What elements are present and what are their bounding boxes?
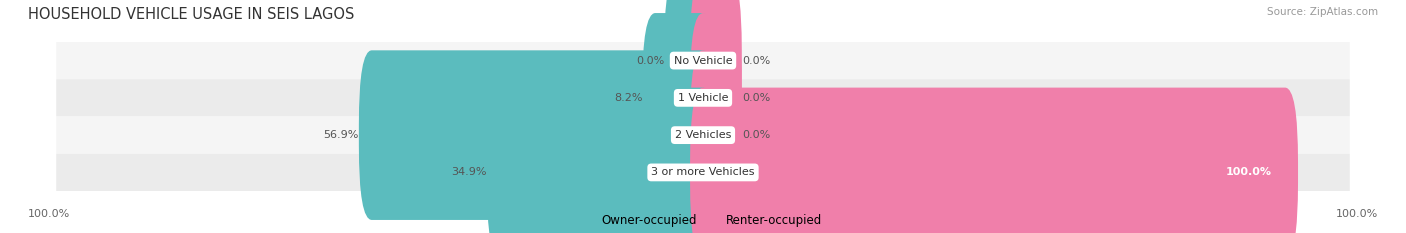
FancyBboxPatch shape xyxy=(56,116,1350,154)
Text: HOUSEHOLD VEHICLE USAGE IN SEIS LAGOS: HOUSEHOLD VEHICLE USAGE IN SEIS LAGOS xyxy=(28,7,354,22)
Text: 100.0%: 100.0% xyxy=(1336,209,1378,219)
FancyBboxPatch shape xyxy=(690,13,742,183)
FancyBboxPatch shape xyxy=(690,0,742,145)
Text: 0.0%: 0.0% xyxy=(636,56,664,65)
FancyBboxPatch shape xyxy=(486,88,716,233)
Text: 34.9%: 34.9% xyxy=(451,168,486,177)
Text: 2 Vehicles: 2 Vehicles xyxy=(675,130,731,140)
Text: 0.0%: 0.0% xyxy=(742,56,770,65)
FancyBboxPatch shape xyxy=(359,50,716,220)
FancyBboxPatch shape xyxy=(690,88,1298,233)
Text: Source: ZipAtlas.com: Source: ZipAtlas.com xyxy=(1267,7,1378,17)
Text: 0.0%: 0.0% xyxy=(742,130,770,140)
Text: 3 or more Vehicles: 3 or more Vehicles xyxy=(651,168,755,177)
Text: 1 Vehicle: 1 Vehicle xyxy=(678,93,728,103)
FancyBboxPatch shape xyxy=(56,79,1350,116)
FancyBboxPatch shape xyxy=(664,0,716,145)
Text: 100.0%: 100.0% xyxy=(28,209,70,219)
Text: 0.0%: 0.0% xyxy=(742,93,770,103)
FancyBboxPatch shape xyxy=(56,42,1350,79)
Text: No Vehicle: No Vehicle xyxy=(673,56,733,65)
Text: 8.2%: 8.2% xyxy=(614,93,643,103)
Legend: Owner-occupied, Renter-occupied: Owner-occupied, Renter-occupied xyxy=(583,214,823,227)
Text: 56.9%: 56.9% xyxy=(323,130,359,140)
FancyBboxPatch shape xyxy=(56,154,1350,191)
Text: 100.0%: 100.0% xyxy=(1226,168,1272,177)
FancyBboxPatch shape xyxy=(690,50,742,220)
FancyBboxPatch shape xyxy=(643,13,716,183)
